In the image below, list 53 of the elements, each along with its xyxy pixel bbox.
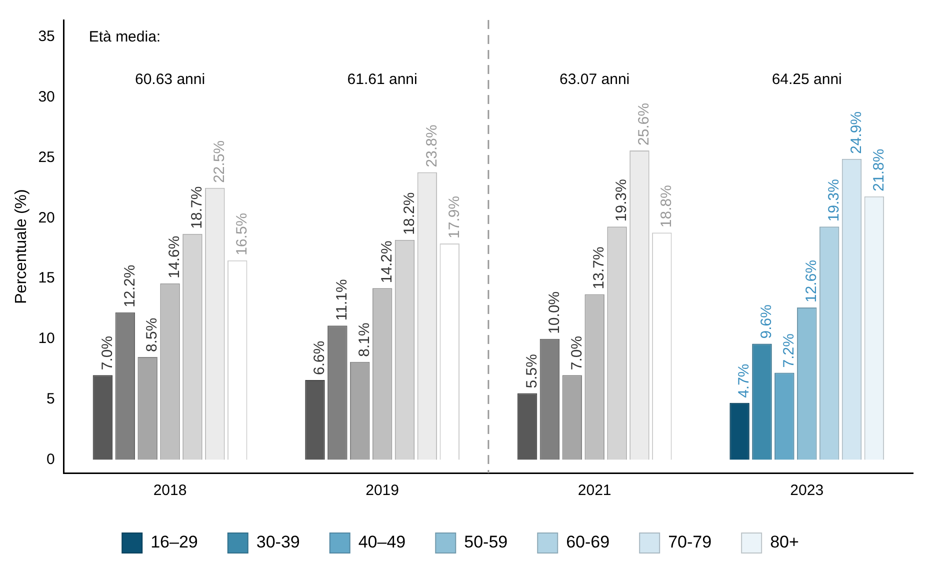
data-label: 12.6% [803,260,820,303]
data-label: 17.9% [446,196,463,238]
legend-label: 16–29 [150,532,198,552]
annotation: 60.63 anni [134,71,206,88]
data-label: 16.5% [233,212,250,256]
y-tick-label: 10 [38,330,55,348]
legend-label: 30-39 [256,532,300,552]
data-label: 19.3% [825,179,842,222]
y-tick-label: 5 [46,390,55,408]
data-label: 18.7% [188,186,206,229]
annotation: 63.07 anni [560,71,630,88]
legend-label: 80+ [770,532,799,552]
data-label: 10.0% [546,291,563,334]
x-tick-label: 2021 [578,482,612,500]
data-label: 7.0% [568,336,586,370]
legend-label: 50-59 [464,532,508,552]
x-tick-label: 2019 [366,482,399,500]
data-label: 8.5% [144,318,161,352]
y-tick-label: 35 [38,28,55,46]
y-tick-label: 25 [38,148,55,166]
data-label: 14.2% [378,240,396,284]
data-label: 19.3% [613,179,630,222]
data-label: 12.2% [121,264,138,308]
data-label: 6.6% [311,340,328,375]
x-tick-label: 2018 [153,482,187,500]
y-tick-label: 20 [38,209,55,226]
data-label: 14.6% [166,236,184,278]
legend-label: 60-69 [566,532,610,552]
x-tick-label: 2023 [790,482,824,500]
data-label: 11.1% [334,279,351,321]
annotation: 61.61 anni [347,71,418,88]
y-axis-title: Percentuale (%) [13,189,30,304]
data-label: 4.7% [736,364,753,398]
legend-label: 40–49 [358,532,406,552]
data-label: 5.5% [523,354,540,388]
data-label: 21.8% [870,148,888,192]
data-label: 25.6% [636,102,653,146]
data-label: 18.8% [658,185,676,228]
y-tick-label: 15 [38,270,55,287]
annotation: 64.25 anni [772,71,842,88]
data-label: 7.2% [780,334,798,368]
data-label: 22.5% [211,140,228,183]
data-label: 18.2% [400,192,418,235]
data-label: 23.8% [423,124,440,168]
annotation: Età media: [88,28,161,46]
data-label: 13.7% [590,246,608,290]
data-label: 8.1% [356,322,374,357]
legend-label: 70-79 [668,532,712,552]
y-tick-label: 30 [38,88,55,106]
data-label: 9.6% [758,304,776,339]
data-label: 7.0% [98,336,116,370]
y-tick-label: 0 [46,450,55,468]
data-label: 24.9% [848,111,865,154]
